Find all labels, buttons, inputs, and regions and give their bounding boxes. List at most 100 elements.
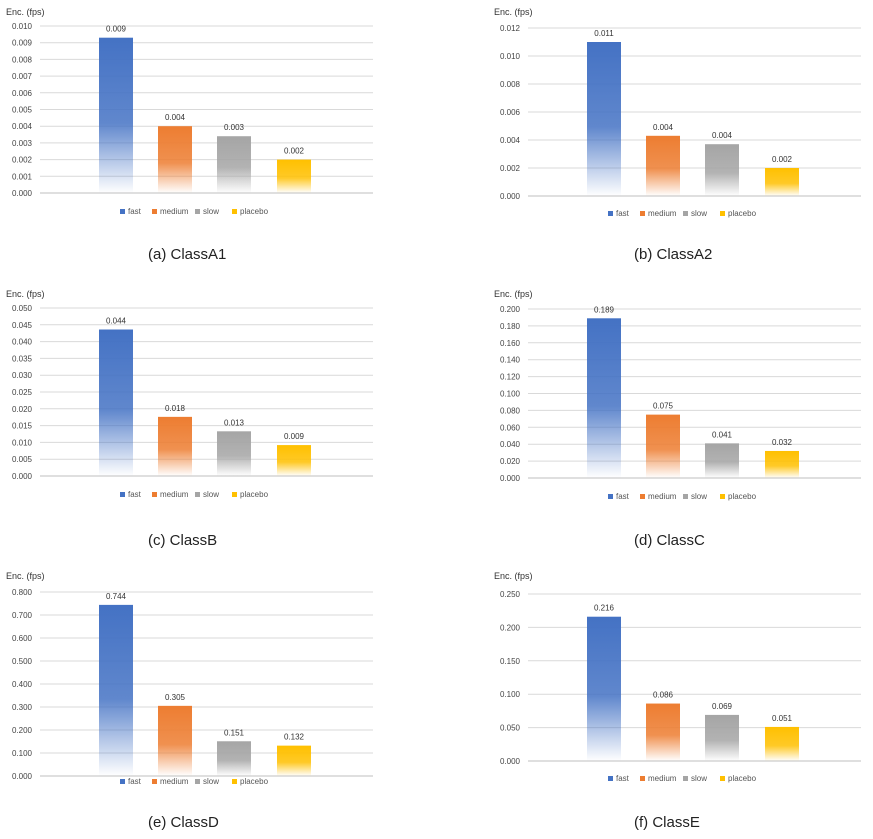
legend-label-medium: medium bbox=[160, 207, 189, 216]
legend-swatch-medium bbox=[152, 779, 157, 784]
legend-swatch-medium bbox=[152, 209, 157, 214]
y-tick-label: 0.060 bbox=[500, 423, 521, 432]
bar-medium bbox=[646, 135, 680, 196]
y-tick-label: 0.000 bbox=[12, 772, 33, 781]
subfigure-caption: (e) ClassD bbox=[148, 814, 219, 831]
bar-slow bbox=[217, 136, 251, 193]
data-label-placebo: 0.009 bbox=[284, 432, 305, 441]
legend-label-placebo: placebo bbox=[728, 492, 757, 501]
y-tick-label: 0.500 bbox=[12, 657, 33, 666]
data-label-fast: 0.044 bbox=[106, 317, 127, 326]
y-tick-label: 0.120 bbox=[500, 373, 521, 382]
legend: fast medium slow placebo bbox=[120, 777, 269, 786]
legend-label-slow: slow bbox=[691, 774, 707, 783]
y-tick-label: 0.800 bbox=[12, 588, 33, 597]
legend-swatch-placebo bbox=[720, 776, 725, 781]
y-tick-label: 0.004 bbox=[12, 122, 33, 131]
bar-placebo bbox=[765, 450, 799, 478]
legend-label-medium: medium bbox=[648, 209, 677, 218]
legend-label-fast: fast bbox=[128, 207, 142, 216]
data-label-placebo: 0.002 bbox=[772, 155, 793, 164]
y-tick-label: 0.006 bbox=[12, 89, 33, 98]
data-label-fast: 0.009 bbox=[106, 25, 127, 34]
legend-swatch-medium bbox=[640, 211, 645, 216]
legend-swatch-placebo bbox=[720, 494, 725, 499]
chart-3: Enc. (fps) 0.000 0.005 0.010 0.015 0.020 0.025… bbox=[6, 289, 373, 499]
legend: fast medium slow placebo bbox=[120, 207, 269, 216]
y-tick-label: 0.100 bbox=[12, 749, 33, 758]
data-label-medium: 0.004 bbox=[653, 123, 674, 132]
y-tick-label: 0.000 bbox=[500, 474, 521, 483]
y-tick-label: 0.000 bbox=[500, 757, 521, 766]
y-tick-label: 0.400 bbox=[12, 680, 33, 689]
y-tick-label: 0.050 bbox=[12, 304, 33, 313]
data-label-medium: 0.075 bbox=[653, 402, 674, 411]
chart-5: Enc. (fps) 0.000 0.100 0.200 0.300 0.400 0.500… bbox=[6, 571, 373, 786]
y-tick-label: 0.020 bbox=[500, 457, 521, 466]
legend: fast medium slow placebo bbox=[608, 492, 757, 501]
y-tick-label: 0.000 bbox=[12, 189, 33, 198]
y-axis-label: Enc. (fps) bbox=[494, 7, 533, 17]
y-tick-label: 0.700 bbox=[12, 611, 33, 620]
legend-label-medium: medium bbox=[648, 774, 677, 783]
legend-swatch-fast bbox=[608, 211, 613, 216]
bar-medium bbox=[158, 705, 192, 776]
y-tick-label: 0.040 bbox=[500, 440, 521, 449]
legend-label-medium: medium bbox=[648, 492, 677, 501]
legend-label-fast: fast bbox=[616, 774, 630, 783]
y-tick-label: 0.008 bbox=[500, 80, 521, 89]
chart-2: Enc. (fps) 0.000 0.002 0.004 0.006 0.008 0.010… bbox=[494, 7, 861, 218]
data-label-fast: 0.011 bbox=[594, 29, 614, 38]
y-axis-label: Enc. (fps) bbox=[494, 571, 533, 581]
y-tick-label: 0.160 bbox=[500, 339, 521, 348]
legend-label-fast: fast bbox=[128, 490, 142, 499]
legend-label-slow: slow bbox=[203, 207, 219, 216]
bar-slow bbox=[705, 714, 739, 761]
bar-medium bbox=[158, 126, 192, 193]
y-tick-label: 0.050 bbox=[500, 724, 521, 733]
y-tick-label: 0.030 bbox=[12, 371, 33, 380]
data-label-placebo: 0.132 bbox=[284, 733, 305, 742]
legend-label-fast: fast bbox=[128, 777, 142, 786]
subfigure-caption: (b) ClassA2 bbox=[634, 246, 713, 263]
y-tick-label: 0.035 bbox=[12, 354, 33, 363]
bar-fast bbox=[587, 42, 621, 196]
legend-swatch-placebo bbox=[232, 779, 237, 784]
data-label-fast: 0.216 bbox=[594, 604, 615, 613]
legend: fast medium slow placebo bbox=[608, 774, 757, 783]
y-tick-label: 0.000 bbox=[12, 472, 33, 481]
y-tick-label: 0.100 bbox=[500, 690, 521, 699]
y-tick-label: 0.010 bbox=[12, 22, 33, 31]
data-label-slow: 0.013 bbox=[224, 418, 245, 427]
subfigure-caption: (f) ClassE bbox=[634, 814, 700, 831]
chart-1: Enc. (fps) 0.000 0.001 0.002 0.003 0.004 0.005… bbox=[6, 7, 373, 216]
subfigure-caption: (a) ClassA1 bbox=[148, 246, 227, 263]
bar-slow bbox=[705, 443, 739, 478]
data-label-slow: 0.069 bbox=[712, 702, 733, 711]
y-tick-label: 0.180 bbox=[500, 322, 521, 331]
legend-swatch-slow bbox=[683, 494, 688, 499]
y-tick-label: 0.150 bbox=[500, 657, 521, 666]
bar-slow bbox=[705, 144, 739, 196]
legend-swatch-fast bbox=[120, 209, 125, 214]
legend-label-medium: medium bbox=[160, 490, 189, 499]
legend-swatch-slow bbox=[683, 776, 688, 781]
chart-4: Enc. (fps) 0.000 0.020 0.040 0.060 0.080 0.100… bbox=[494, 289, 861, 501]
bar-fast bbox=[99, 604, 133, 776]
bar-medium bbox=[646, 703, 680, 761]
y-tick-label: 0.000 bbox=[500, 192, 521, 201]
legend-label-medium: medium bbox=[160, 777, 189, 786]
legend-swatch-placebo bbox=[720, 211, 725, 216]
y-tick-label: 0.200 bbox=[500, 623, 521, 632]
legend-swatch-placebo bbox=[232, 492, 237, 497]
y-tick-label: 0.100 bbox=[500, 390, 521, 399]
y-tick-label: 0.015 bbox=[12, 422, 33, 431]
y-axis-label: Enc. (fps) bbox=[494, 289, 533, 299]
bar-placebo bbox=[277, 445, 311, 476]
data-label-slow: 0.041 bbox=[712, 430, 733, 439]
data-label-medium: 0.305 bbox=[165, 693, 186, 702]
y-tick-label: 0.200 bbox=[500, 305, 521, 314]
bar-fast bbox=[99, 329, 133, 476]
y-tick-label: 0.010 bbox=[12, 438, 33, 447]
